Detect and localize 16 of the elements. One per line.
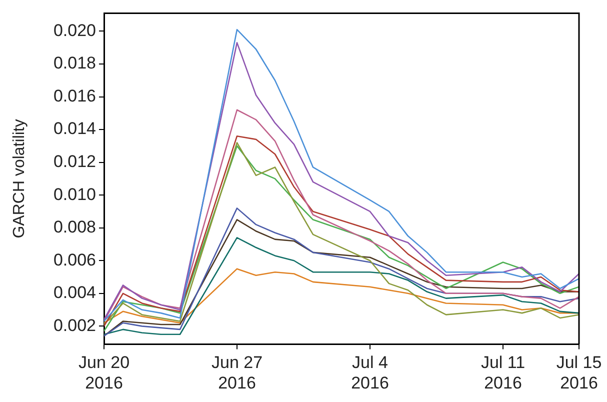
y-tick-label: 0.016 [53, 86, 96, 106]
y-tick-label: 0.008 [53, 218, 96, 237]
y-tick-label: 0.012 [53, 152, 96, 171]
y-tick-label: 0.018 [53, 54, 96, 73]
y-tick-label: 0.002 [53, 316, 96, 335]
x-tick-label: Jun 27 2016 [211, 353, 263, 392]
y-tick-label: 0.010 [53, 184, 96, 204]
x-tick-label: Jul 11 2016 [480, 353, 526, 392]
x-tick-label: Jul 4 2016 [351, 353, 389, 392]
y-tick-label: 0.004 [53, 283, 96, 302]
y-tick-label: 0.020 [53, 20, 96, 40]
y-axis-title: GARCH volatility [11, 119, 28, 238]
y-tick-label: 0.014 [53, 119, 96, 138]
y-tick-label: 0.006 [53, 250, 96, 270]
x-tick-label: Jun 20 2016 [78, 353, 130, 392]
x-tick-label: Jul 15 2016 [556, 353, 602, 392]
